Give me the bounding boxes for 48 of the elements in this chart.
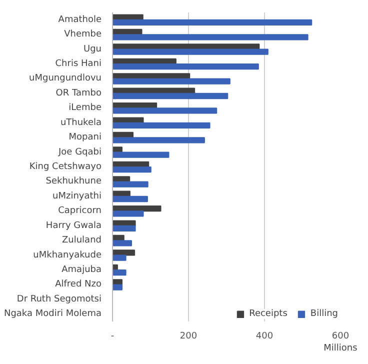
y-tick-label: Ngaka Modiri Molema <box>4 309 102 320</box>
bar <box>112 152 170 158</box>
y-tick-label: Alfred Nzo <box>55 280 102 290</box>
x-tick-label: - <box>110 332 114 342</box>
bar <box>112 254 126 261</box>
bar <box>112 92 228 100</box>
y-tick-label: Dr Ruth Segomotsi <box>16 294 102 304</box>
x-tick-label: 400 <box>256 332 274 342</box>
y-tick-label: Mopani <box>68 132 102 143</box>
y-tick-label: Joe Gqabi <box>58 147 102 158</box>
x-tick-label: 600 <box>332 332 350 342</box>
y-tick-label: Zululand <box>62 236 102 246</box>
bar <box>112 137 205 144</box>
y-tick-label: Amathole <box>58 14 102 25</box>
y-tick-label: uMkhanyakude <box>33 250 102 260</box>
y-tick-label: iLembe <box>68 103 102 114</box>
bar <box>112 284 122 290</box>
y-tick-label: Ugu <box>83 44 102 54</box>
y-tick-label: Amajuba <box>62 265 102 275</box>
y-tick-label: Capricorn <box>58 206 102 216</box>
bar <box>112 19 312 26</box>
x-axis-title: Millions <box>324 344 358 354</box>
y-tick-label: Chris Hani <box>55 59 102 69</box>
bar <box>112 122 210 129</box>
bar <box>112 181 148 188</box>
y-tick-label: Vhembe <box>64 30 102 40</box>
bar <box>112 225 136 232</box>
y-tick-label: OR Tambo <box>56 88 102 98</box>
bar <box>112 270 126 276</box>
x-tick-label: 200 <box>180 332 198 342</box>
bar <box>112 250 136 256</box>
y-tick-label: uThukela <box>60 118 102 128</box>
y-tick-label: Harry Gwala <box>46 220 102 231</box>
y-tick-label: King Cetshwayo <box>29 162 102 172</box>
legend-label: Receipts <box>249 309 288 319</box>
y-tick-label: uMzinyathi <box>52 191 102 202</box>
bar <box>112 108 218 114</box>
y-tick-label: Sekhukhune <box>46 176 102 187</box>
bar <box>112 240 132 246</box>
bar <box>112 166 152 173</box>
bar <box>112 48 268 55</box>
legend-label: Billing <box>310 309 338 319</box>
bar <box>112 196 148 202</box>
bar <box>112 64 259 70</box>
bar <box>112 78 230 84</box>
bar <box>112 34 308 40</box>
bar <box>112 210 144 217</box>
y-tick-label: uMgungundlovu <box>29 74 102 84</box>
